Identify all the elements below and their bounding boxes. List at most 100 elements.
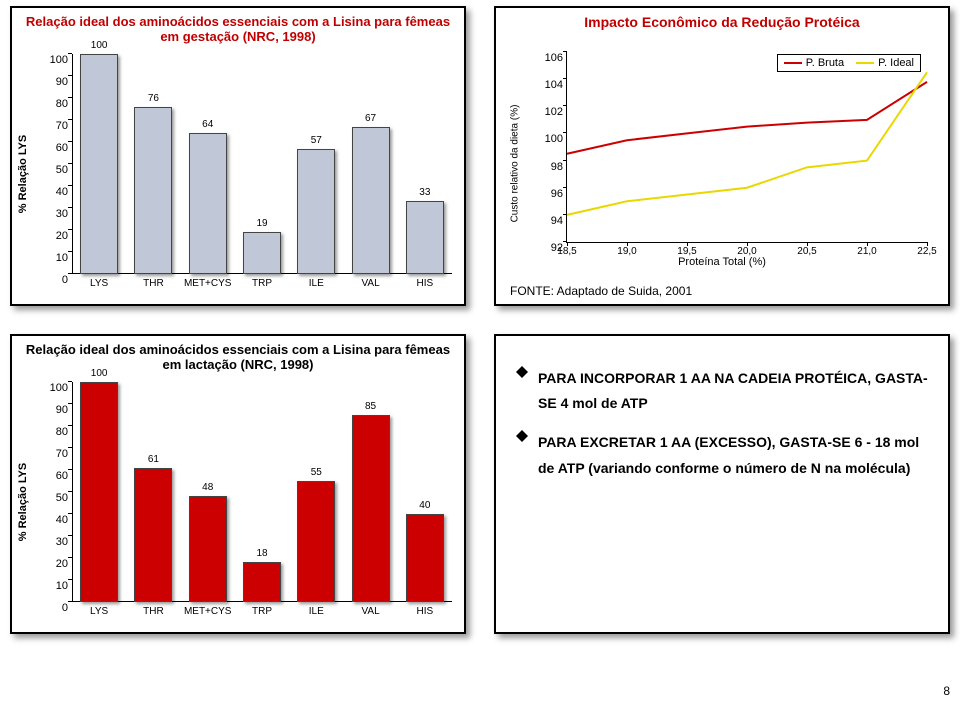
bar-chart-gestation: 0102030405060708090100100LYS76THR64MET+C…	[72, 54, 452, 274]
x-tick: HIS	[417, 602, 434, 617]
y-tick: 80	[56, 426, 72, 438]
y-tick: 70	[56, 120, 72, 132]
x-tick: TRP	[252, 602, 272, 617]
y-axis-label: % Relação LYS	[17, 463, 29, 541]
y-tick: 50	[56, 164, 72, 176]
diamond-icon	[516, 424, 528, 436]
bar: 67	[352, 127, 390, 274]
bar-value-label: 18	[243, 548, 281, 559]
y-tick: 98	[551, 161, 567, 173]
y-tick: 30	[56, 208, 72, 220]
legend-item-bruta: P. Bruta	[784, 57, 844, 69]
y-tick: 104	[545, 79, 567, 91]
y-tick: 40	[56, 186, 72, 198]
x-tick: THR	[143, 602, 164, 617]
bar: 57	[297, 149, 335, 274]
page-number: 8	[943, 684, 950, 698]
line-chart-svg	[567, 52, 927, 242]
x-axis-label: Proteína Total (%)	[496, 256, 948, 268]
x-tick: LYS	[90, 602, 108, 617]
x-tick: ILE	[309, 274, 324, 289]
y-tick: 106	[545, 52, 567, 64]
y-axis-label: Custo relativo da dieta (%)	[509, 105, 520, 223]
bar: 18	[243, 562, 281, 602]
bar-value-label: 48	[189, 482, 227, 493]
y-tick: 90	[56, 404, 72, 416]
y-tick: 96	[551, 188, 567, 200]
y-tick: 60	[56, 142, 72, 154]
y-tick: 40	[56, 514, 72, 526]
bar-value-label: 100	[80, 40, 118, 51]
bar: 100	[80, 382, 118, 602]
bar-value-label: 61	[134, 454, 172, 465]
y-tick: 100	[50, 382, 72, 394]
diamond-icon	[516, 360, 528, 372]
bullet-item: PARA EXCRETAR 1 AA (EXCESSO), GASTA-SE 6…	[516, 430, 928, 480]
series-bruta	[567, 82, 927, 154]
x-tick: ILE	[309, 602, 324, 617]
panel-aa-gestation: Relação ideal dos aminoácidos essenciais…	[10, 6, 466, 306]
y-tick: 94	[551, 215, 567, 227]
bar: 100	[80, 54, 118, 274]
y-tick: 10	[56, 580, 72, 592]
bullet-item: PARA INCORPORAR 1 AA NA CADEIA PROTÉICA,…	[516, 366, 928, 416]
y-tick: 20	[56, 558, 72, 570]
x-tick: MET+CYS	[184, 274, 232, 289]
y-axis-label: % Relação LYS	[17, 135, 29, 213]
bar-value-label: 85	[352, 401, 390, 412]
y-tick: 10	[56, 252, 72, 264]
bullet-text: PARA INCORPORAR 1 AA NA CADEIA PROTÉICA,…	[538, 366, 928, 416]
x-tick: THR	[143, 274, 164, 289]
bar-value-label: 67	[352, 113, 390, 124]
bar: 33	[406, 201, 444, 274]
bar: 19	[243, 232, 281, 274]
y-tick: 20	[56, 230, 72, 242]
y-tick: 90	[56, 76, 72, 88]
line-chart-protein: P. Bruta P. Ideal 9294969810010210410618…	[566, 52, 927, 243]
panel-bullets: PARA INCORPORAR 1 AA NA CADEIA PROTÉICA,…	[494, 334, 950, 634]
bar: 55	[297, 481, 335, 602]
y-tick: 0	[62, 602, 72, 614]
bar: 61	[134, 468, 172, 602]
x-tick: VAL	[361, 602, 379, 617]
x-tick: LYS	[90, 274, 108, 289]
bar-value-label: 100	[80, 368, 118, 379]
bullet-text: PARA EXCRETAR 1 AA (EXCESSO), GASTA-SE 6…	[538, 430, 928, 480]
bar: 40	[406, 514, 444, 602]
bar-value-label: 76	[134, 93, 172, 104]
y-tick: 100	[545, 133, 567, 145]
bar-value-label: 64	[189, 119, 227, 130]
bullet-list: PARA INCORPORAR 1 AA NA CADEIA PROTÉICA,…	[496, 336, 948, 481]
bar-value-label: 57	[297, 135, 335, 146]
x-tick: HIS	[417, 274, 434, 289]
bar-value-label: 55	[297, 467, 335, 478]
y-tick: 0	[62, 274, 72, 286]
y-tick: 70	[56, 448, 72, 460]
x-tick: TRP	[252, 274, 272, 289]
y-tick: 102	[545, 106, 567, 118]
chart-source: FONTE: Adaptado de Suida, 2001	[510, 284, 692, 298]
y-tick: 100	[50, 54, 72, 66]
bar: 48	[189, 496, 227, 602]
panel-economic-impact: Impacto Econômico da Redução Protéica Cu…	[494, 6, 950, 306]
bar-value-label: 19	[243, 218, 281, 229]
panel-aa-lactation: Relação ideal dos aminoácidos essenciais…	[10, 334, 466, 634]
y-tick: 50	[56, 492, 72, 504]
bar: 76	[134, 107, 172, 274]
panel-title: Impacto Econômico da Redução Protéica	[496, 8, 948, 30]
y-axis	[72, 382, 73, 602]
series-ideal	[567, 72, 927, 215]
x-tick: VAL	[361, 274, 379, 289]
y-tick: 30	[56, 536, 72, 548]
panel-title: Relação ideal dos aminoácidos essenciais…	[12, 336, 464, 372]
y-tick: 60	[56, 470, 72, 482]
bar-chart-lactation: 0102030405060708090100100LYS61THR48MET+C…	[72, 382, 452, 602]
legend: P. Bruta P. Ideal	[777, 54, 921, 72]
legend-item-ideal: P. Ideal	[856, 57, 914, 69]
bar-value-label: 33	[406, 187, 444, 198]
bar-value-label: 40	[406, 500, 444, 511]
x-tick: MET+CYS	[184, 602, 232, 617]
bar: 64	[189, 133, 227, 274]
panel-title: Relação ideal dos aminoácidos essenciais…	[12, 8, 464, 44]
y-axis	[72, 54, 73, 274]
